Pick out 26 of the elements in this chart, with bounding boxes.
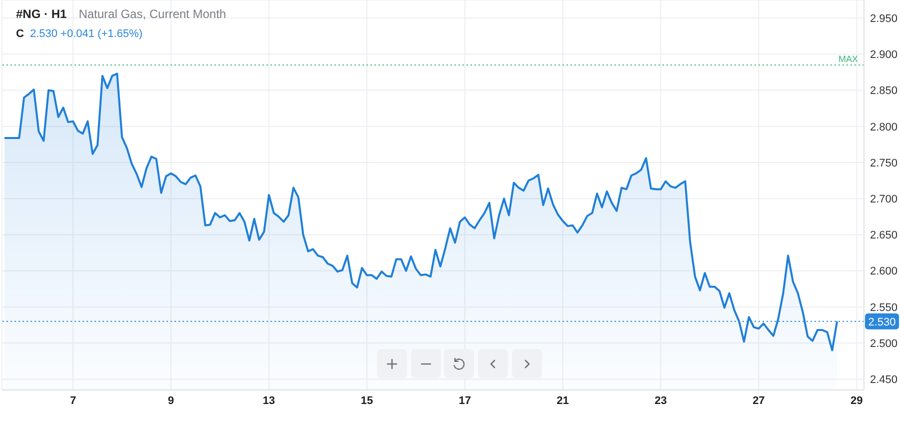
- y-tick-label: 2.750: [870, 157, 898, 170]
- y-tick-label: 2.800: [870, 121, 898, 134]
- ref-line-label: MAX: [838, 54, 858, 64]
- text: #NG · H1: [16, 7, 67, 21]
- x-tick-label: 13: [262, 394, 276, 407]
- annotation: C: [16, 28, 24, 40]
- text: Natural Gas, Current Month: [78, 7, 226, 21]
- x-tick-label: 17: [458, 394, 471, 407]
- y-tick-label: 2.900: [870, 49, 898, 62]
- x-tick-label: 27: [752, 394, 765, 407]
- y-tick-label: 2.700: [870, 194, 898, 206]
- y-tick-label: 2.450: [870, 374, 898, 386]
- y-tick-label: 2.850: [870, 85, 898, 98]
- y-tick-label: 2.500: [870, 338, 898, 350]
- y-tick-label: 2.600: [870, 266, 898, 278]
- y-tick-label: 2.650: [870, 230, 898, 242]
- x-tick-label: 21: [556, 394, 569, 407]
- x-tick-label: 15: [360, 394, 374, 407]
- x-tick-label: 9: [168, 394, 174, 407]
- x-tick-label: 29: [850, 394, 863, 407]
- y-tick-label: 2.950: [870, 12, 898, 25]
- x-tick-label: 23: [654, 394, 667, 407]
- x-tick-label: 7: [70, 394, 76, 407]
- y-tick-label: 2.550: [870, 302, 898, 314]
- annotation: 2.530 +0.041 (+1.65%): [30, 28, 142, 40]
- ref-line-label: 2.530: [868, 316, 896, 328]
